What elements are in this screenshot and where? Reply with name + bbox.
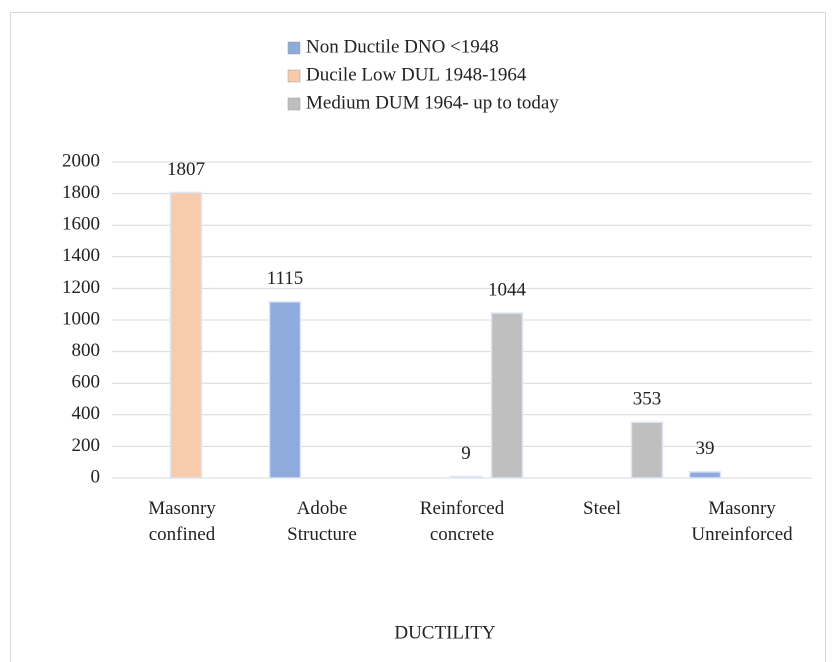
y-tick-label: 1800: [62, 182, 100, 203]
legend-label: Ducile Low DUL 1948-1964: [306, 64, 527, 85]
bar: [490, 312, 524, 479]
x-axis-label: DUCTILITY: [394, 622, 496, 643]
legend-swatch: [287, 41, 301, 55]
bar: [169, 191, 203, 479]
y-tick-label: 1200: [62, 277, 100, 298]
y-tick-label: 800: [72, 340, 101, 361]
chart-frame: [10, 12, 826, 662]
x-tick-label: Adobe Structure: [287, 498, 357, 545]
data-label: 39: [696, 438, 715, 459]
x-tick-label: Masonry confined: [148, 498, 216, 545]
legend-label: Medium DUM 1964- up to today: [306, 92, 559, 113]
y-tick-label: 1000: [62, 308, 100, 329]
legend-swatch: [287, 69, 301, 83]
data-label: 353: [633, 389, 662, 410]
y-tick-label: 1600: [62, 214, 100, 235]
x-tick-label: Steel: [583, 498, 621, 519]
bar: [449, 475, 483, 479]
data-label: 1115: [267, 268, 304, 289]
y-tick-label: 400: [72, 403, 101, 424]
bar: [630, 421, 664, 479]
y-tick-label: 200: [72, 435, 101, 456]
y-tick-label: 600: [72, 372, 101, 393]
data-label: 1044: [488, 279, 527, 300]
x-tick-label: Reinforced concrete: [420, 498, 505, 545]
legend-swatch: [287, 97, 301, 111]
y-tick-label: 2000: [62, 150, 100, 171]
bar: [688, 471, 722, 479]
data-label: 9: [461, 443, 471, 464]
data-label: 1807: [167, 159, 205, 180]
legend-label: Non Ductile DNO <1948: [306, 36, 499, 57]
x-tick-label: Masonry Unreinforced: [691, 498, 793, 545]
y-tick-label: 1400: [62, 245, 100, 266]
bar: [268, 301, 302, 479]
y-tick-label: 0: [91, 466, 101, 487]
